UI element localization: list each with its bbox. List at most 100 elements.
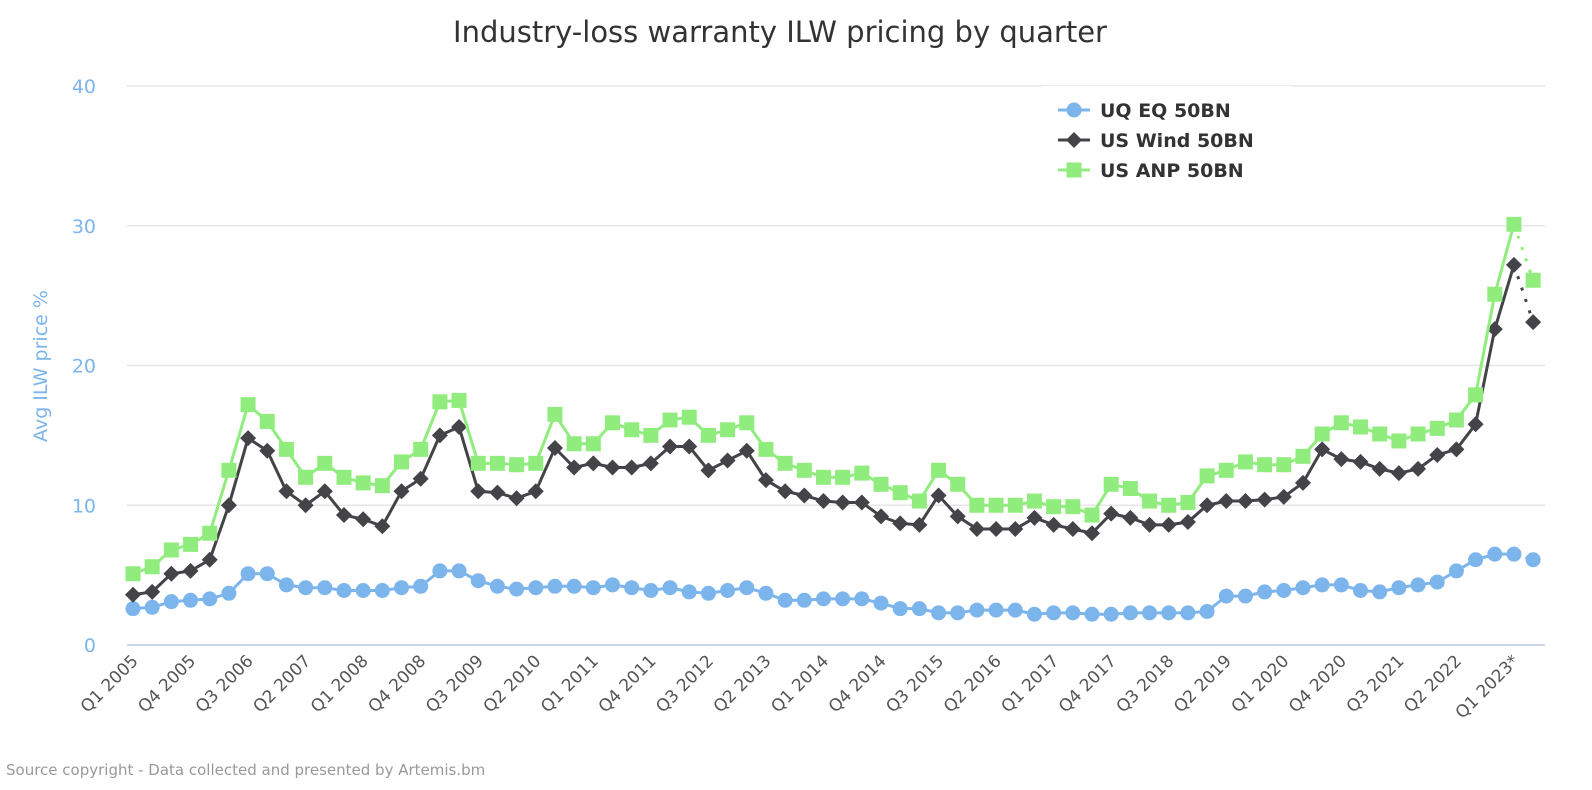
data-point-square[interactable] xyxy=(221,462,237,478)
data-point-diamond[interactable] xyxy=(623,459,640,476)
data-point-diamond[interactable] xyxy=(1160,516,1177,533)
data-point-diamond[interactable] xyxy=(642,455,659,472)
data-point-circle[interactable] xyxy=(777,592,793,608)
data-point-circle[interactable] xyxy=(509,581,525,597)
data-point-square[interactable] xyxy=(1353,419,1369,435)
data-point-square[interactable] xyxy=(259,413,275,429)
data-point-diamond[interactable] xyxy=(335,507,352,524)
data-point-circle[interactable] xyxy=(163,594,179,610)
data-point-circle[interactable] xyxy=(988,602,1004,618)
data-point-square[interactable] xyxy=(1199,468,1215,484)
data-point-diamond[interactable] xyxy=(1064,521,1081,538)
data-point-circle[interactable] xyxy=(317,580,333,596)
data-point-square[interactable] xyxy=(1468,387,1484,403)
data-point-circle[interactable] xyxy=(1487,546,1503,562)
data-point-square[interactable] xyxy=(1180,494,1196,510)
data-point-square[interactable] xyxy=(336,469,352,485)
data-point-circle[interactable] xyxy=(1103,606,1119,622)
data-point-diamond[interactable] xyxy=(1410,460,1427,477)
data-point-circle[interactable] xyxy=(355,582,371,598)
data-point-square[interactable] xyxy=(125,566,141,582)
data-point-square[interactable] xyxy=(873,476,889,492)
data-point-diamond[interactable] xyxy=(1314,441,1331,458)
data-point-diamond[interactable] xyxy=(1429,446,1446,463)
data-point-circle[interactable] xyxy=(1314,577,1330,593)
data-point-square[interactable] xyxy=(509,457,525,473)
data-point-circle[interactable] xyxy=(489,578,505,594)
data-point-diamond[interactable] xyxy=(834,494,851,511)
data-point-diamond[interactable] xyxy=(1199,497,1216,514)
data-point-square[interactable] xyxy=(988,497,1004,513)
data-point-circle[interactable] xyxy=(221,585,237,601)
data-point-diamond[interactable] xyxy=(796,487,813,504)
data-point-diamond[interactable] xyxy=(873,508,890,525)
data-point-square[interactable] xyxy=(1410,426,1426,442)
data-point-square[interactable] xyxy=(1161,497,1177,513)
data-point-circle[interactable] xyxy=(1333,577,1349,593)
data-point-circle[interactable] xyxy=(796,592,812,608)
data-point-circle[interactable] xyxy=(815,591,831,607)
data-point-circle[interactable] xyxy=(700,585,716,601)
data-point-circle[interactable] xyxy=(1448,563,1464,579)
data-point-circle[interactable] xyxy=(681,584,697,600)
data-point-square[interactable] xyxy=(1448,412,1464,428)
data-point-diamond[interactable] xyxy=(1122,509,1139,526)
data-point-circle[interactable] xyxy=(1237,588,1253,604)
data-point-square[interactable] xyxy=(1026,493,1042,509)
data-point-circle[interactable] xyxy=(835,591,851,607)
data-point-circle[interactable] xyxy=(432,563,448,579)
data-point-circle[interactable] xyxy=(605,577,620,593)
data-point-circle[interactable] xyxy=(1372,584,1388,600)
data-point-diamond[interactable] xyxy=(738,442,755,459)
data-point-diamond[interactable] xyxy=(1026,509,1043,526)
data-point-circle[interactable] xyxy=(1007,602,1023,618)
data-point-diamond[interactable] xyxy=(316,483,333,500)
data-point-diamond[interactable] xyxy=(1007,521,1024,538)
data-point-circle[interactable] xyxy=(566,578,582,594)
data-point-square[interactable] xyxy=(566,436,582,452)
data-point-diamond[interactable] xyxy=(355,511,372,528)
legend-item[interactable]: US ANP 50BN xyxy=(1058,160,1244,182)
data-point-circle[interactable] xyxy=(394,580,410,596)
data-point-diamond[interactable] xyxy=(163,565,180,582)
data-point-square[interactable] xyxy=(854,465,870,481)
data-point-diamond[interactable] xyxy=(220,497,237,514)
data-point-diamond[interactable] xyxy=(508,490,525,507)
data-point-square[interactable] xyxy=(681,409,697,425)
data-point-square[interactable] xyxy=(892,485,908,501)
data-point-diamond[interactable] xyxy=(393,483,410,500)
data-point-circle[interactable] xyxy=(1065,605,1081,621)
data-point-diamond[interactable] xyxy=(374,518,391,535)
data-point-square[interactable] xyxy=(1122,480,1138,496)
data-point-circle[interactable] xyxy=(1161,605,1177,621)
data-point-square[interactable] xyxy=(470,455,486,471)
data-point-square[interactable] xyxy=(489,455,505,471)
data-point-square[interactable] xyxy=(183,536,199,552)
data-point-square[interactable] xyxy=(720,422,736,438)
data-point-diamond[interactable] xyxy=(681,438,698,455)
data-point-circle[interactable] xyxy=(1180,605,1196,621)
data-point-diamond[interactable] xyxy=(1275,488,1292,505)
data-point-diamond[interactable] xyxy=(1486,321,1503,338)
data-point-diamond[interactable] xyxy=(1103,505,1120,522)
credits[interactable]: Source copyright - Data collected and pr… xyxy=(6,761,485,779)
data-point-diamond[interactable] xyxy=(1333,451,1350,468)
data-point-circle[interactable] xyxy=(1218,588,1234,604)
data-point-diamond[interactable] xyxy=(1294,474,1311,491)
data-point-diamond[interactable] xyxy=(1505,256,1522,273)
data-point-circle[interactable] xyxy=(911,601,927,617)
data-point-circle[interactable] xyxy=(1353,582,1369,598)
data-point-square[interactable] xyxy=(1103,476,1119,492)
data-point-square[interactable] xyxy=(969,497,985,513)
data-point-diamond[interactable] xyxy=(1256,491,1273,508)
data-point-circle[interactable] xyxy=(1046,605,1062,621)
data-point-diamond[interactable] xyxy=(968,521,985,538)
data-point-circle[interactable] xyxy=(854,591,870,607)
data-point-circle[interactable] xyxy=(720,582,736,598)
data-point-circle[interactable] xyxy=(1199,603,1215,619)
data-point-square[interactable] xyxy=(374,478,390,494)
data-point-diamond[interactable] xyxy=(489,484,506,501)
data-point-diamond[interactable] xyxy=(144,583,161,600)
data-point-square[interactable] xyxy=(1525,272,1541,288)
data-point-circle[interactable] xyxy=(1506,546,1522,562)
